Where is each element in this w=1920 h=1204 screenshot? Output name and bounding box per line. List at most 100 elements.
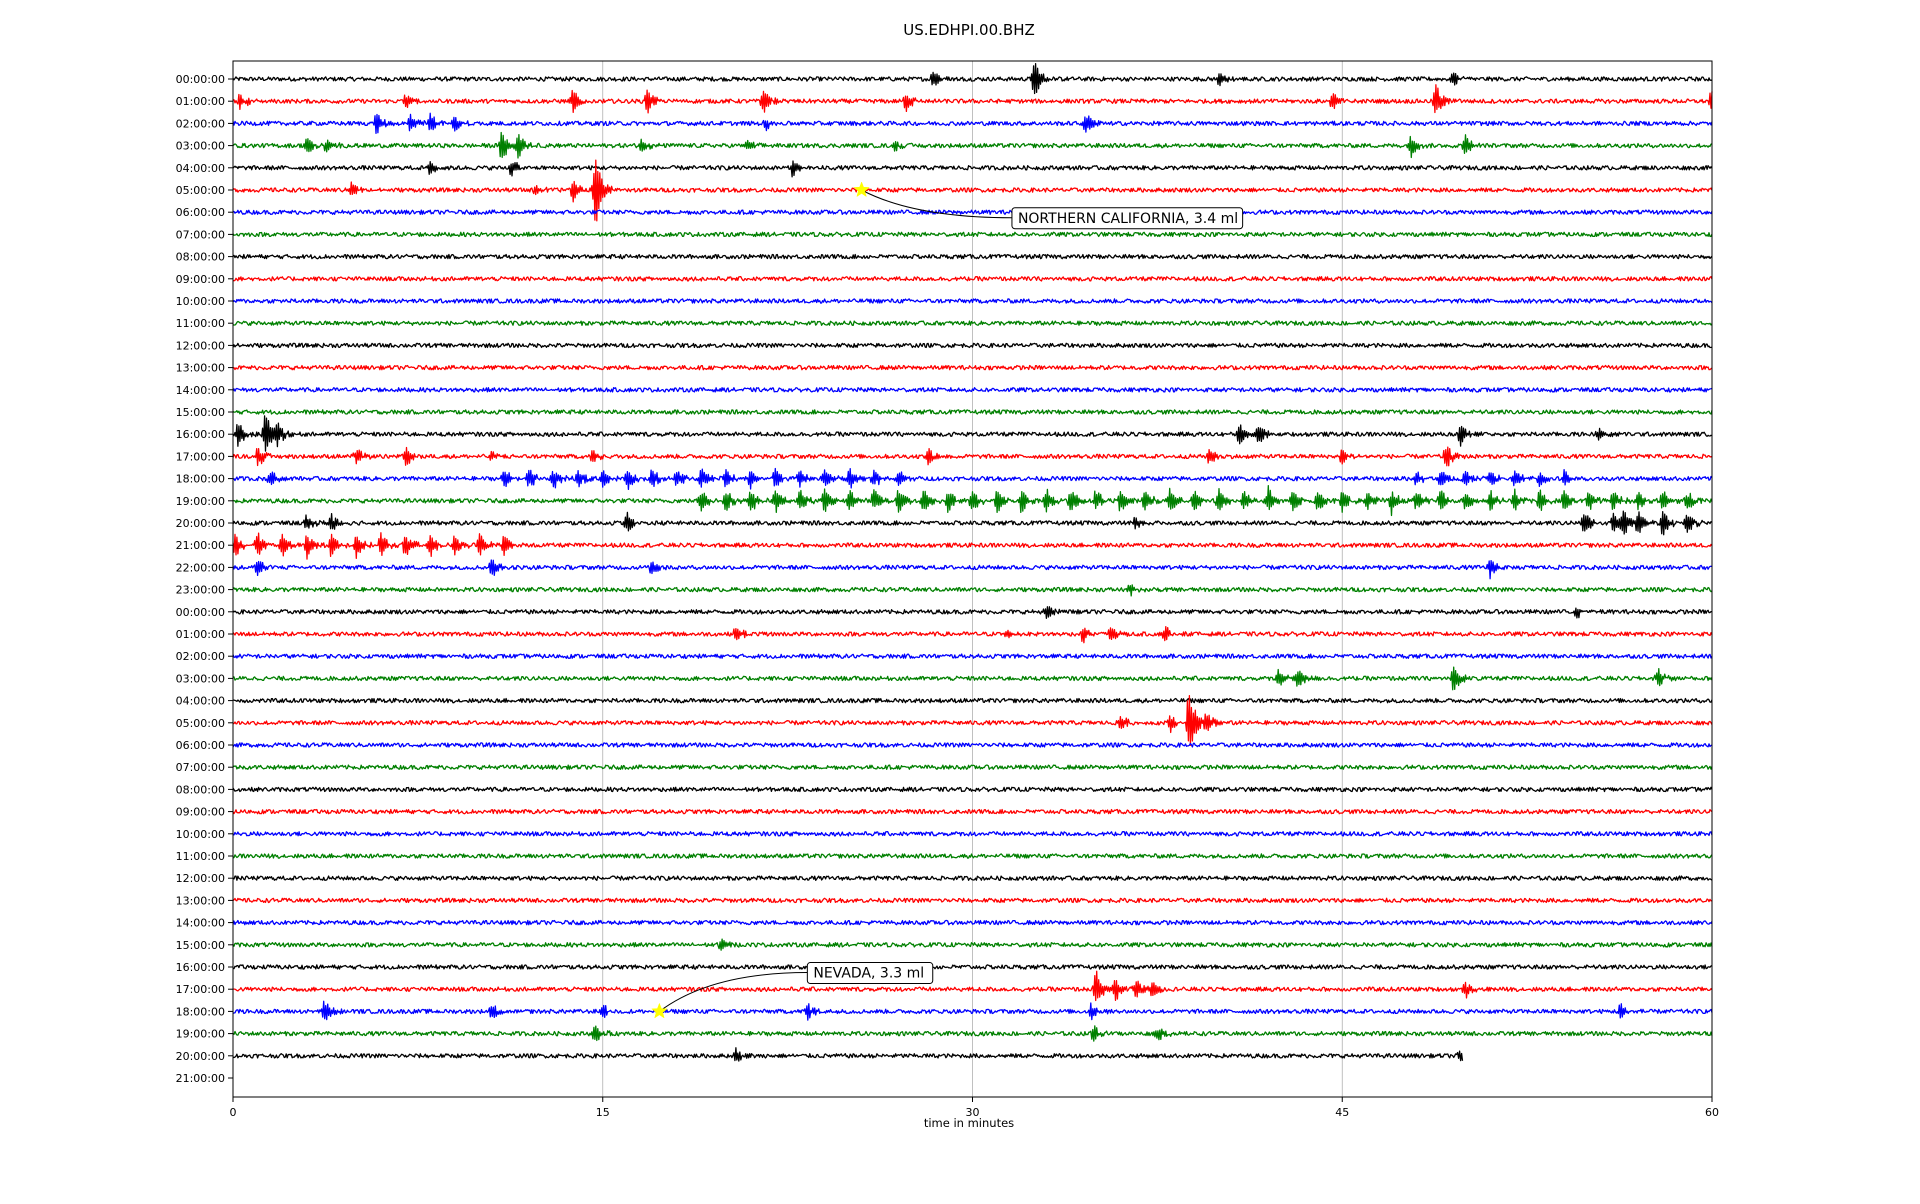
y-tick-label: 05:00:00 — [176, 717, 225, 730]
trace-lines — [232, 62, 1713, 1062]
y-tick-label: 01:00:00 — [176, 628, 225, 641]
y-tick-label: 20:00:00 — [176, 517, 225, 530]
chart-title: US.EDHPI.00.BHZ — [903, 21, 1035, 39]
y-tick-label: 00:00:00 — [176, 73, 225, 86]
trace-line — [233, 276, 1713, 282]
x-axis-label: time in minutes — [924, 1116, 1014, 1130]
trace-line — [232, 831, 1713, 837]
y-tick-label: 13:00:00 — [176, 894, 225, 907]
y-tick-label: 01:00:00 — [176, 95, 225, 108]
x-tick-label: 30 — [966, 1106, 980, 1119]
y-tick-label: 15:00:00 — [176, 939, 225, 952]
y-tick-label: 21:00:00 — [176, 1072, 225, 1085]
y-tick-label: 14:00:00 — [176, 917, 225, 930]
trace-line — [233, 364, 1713, 371]
y-tick-label: 15:00:00 — [176, 406, 225, 419]
trace-line — [232, 606, 1713, 619]
trace-line — [232, 938, 1713, 951]
y-tick-label: 16:00:00 — [176, 961, 225, 974]
trace-line — [232, 808, 1713, 815]
x-tick-labels: 0 15 30 45 60 — [230, 1097, 1719, 1119]
y-tick-label: 12:00:00 — [176, 339, 225, 352]
y-tick-label: 10:00:00 — [176, 295, 225, 308]
trace-line — [232, 298, 1713, 304]
y-tick-label: 04:00:00 — [176, 695, 225, 708]
x-tick-label: 60 — [1705, 1106, 1719, 1119]
trace-line — [232, 964, 1713, 970]
trace-line — [232, 320, 1713, 326]
trace-line — [232, 532, 1713, 560]
trace-line — [232, 131, 1713, 159]
y-tick-label: 16:00:00 — [176, 428, 225, 441]
y-tick-label: 03:00:00 — [176, 672, 225, 685]
x-tick-label: 15 — [596, 1106, 610, 1119]
trace-line — [232, 160, 1713, 178]
trace-line — [232, 584, 1713, 597]
y-tick-label: 19:00:00 — [176, 495, 225, 508]
y-tick-label: 22:00:00 — [176, 561, 225, 574]
y-tick-label: 13:00:00 — [176, 362, 225, 375]
y-tick-label: 21:00:00 — [176, 539, 225, 552]
trace-line — [232, 1025, 1713, 1042]
x-tick-label: 45 — [1335, 1106, 1349, 1119]
y-tick-label: 04:00:00 — [176, 162, 225, 175]
event-star-icon — [853, 181, 870, 198]
y-tick-label: 03:00:00 — [176, 140, 225, 153]
y-tick-label: 06:00:00 — [176, 206, 225, 219]
trace-line — [232, 653, 1713, 659]
y-tick-label: 11:00:00 — [176, 850, 225, 863]
trace-line — [232, 1047, 1464, 1062]
trace-line — [232, 1000, 1713, 1021]
trace-line — [232, 112, 1713, 134]
y-tick-label: 18:00:00 — [176, 1005, 225, 1018]
trace-line — [232, 446, 1713, 467]
y-tick-label: 20:00:00 — [176, 1050, 225, 1063]
annotation-label: NORTHERN CALIFORNIA, 3.4 ml — [1018, 211, 1238, 227]
y-tick-label: 14:00:00 — [176, 384, 225, 397]
trace-line — [232, 253, 1713, 260]
y-tick-label: 08:00:00 — [176, 783, 225, 796]
y-tick-label: 19:00:00 — [176, 1028, 225, 1041]
y-tick-label: 07:00:00 — [176, 228, 225, 241]
trace-line — [232, 415, 1713, 452]
trace-line — [232, 485, 1713, 517]
trace-line — [232, 694, 1713, 746]
trace-line — [232, 467, 1713, 491]
trace-line — [232, 666, 1713, 691]
trace-line — [233, 970, 1713, 1002]
y-tick-label: 17:00:00 — [176, 983, 225, 996]
event-star-icon — [651, 1002, 668, 1019]
y-tick-labels: 00:00:00 01:00:00 02:00:00 03:00:00 04:00:00… — [176, 73, 233, 1085]
x-tick-label: 0 — [230, 1106, 237, 1119]
y-tick-label: 11:00:00 — [176, 317, 225, 330]
annotations: NORTHERN CALIFORNIA, 3.4 ml NEVADA, 3.3 m… — [651, 181, 1244, 1019]
y-tick-label: 18:00:00 — [176, 473, 225, 486]
y-tick-label: 12:00:00 — [176, 872, 225, 885]
trace-line — [232, 875, 1713, 881]
y-tick-label: 17:00:00 — [176, 450, 225, 463]
trace-line — [232, 84, 1713, 114]
trace-line — [232, 853, 1713, 859]
y-tick-label: 23:00:00 — [176, 584, 225, 597]
trace-line — [232, 342, 1713, 349]
trace-line — [232, 742, 1713, 748]
trace-line — [233, 697, 1713, 704]
y-tick-label: 02:00:00 — [176, 117, 225, 130]
trace-line — [232, 559, 1712, 580]
trace-line — [232, 626, 1713, 644]
trace-line — [232, 62, 1713, 95]
trace-line — [232, 764, 1713, 770]
trace-line — [232, 409, 1713, 415]
annotation-connector — [861, 189, 1012, 219]
trace-line — [232, 510, 1713, 536]
annotation-label: NEVADA, 3.3 ml — [813, 966, 924, 982]
y-tick-label: 00:00:00 — [176, 606, 225, 619]
y-tick-label: 05:00:00 — [176, 184, 225, 197]
y-tick-label: 09:00:00 — [176, 806, 225, 819]
trace-line — [232, 231, 1713, 238]
trace-line — [232, 387, 1713, 393]
y-tick-label: 09:00:00 — [176, 273, 225, 286]
trace-line — [232, 209, 1713, 215]
